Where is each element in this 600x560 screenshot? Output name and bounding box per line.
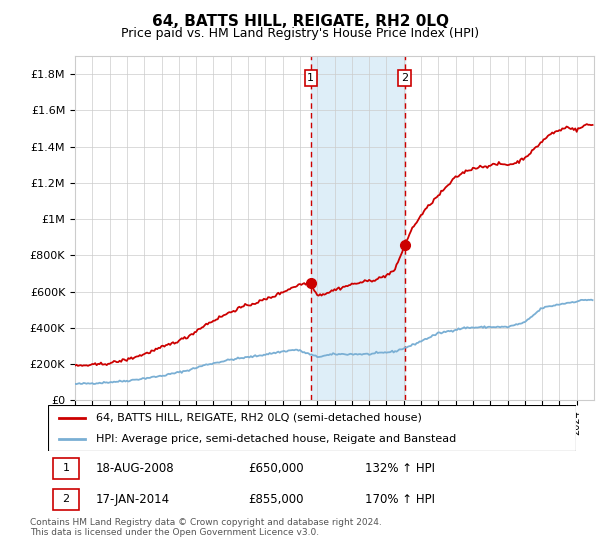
- Text: 2: 2: [401, 73, 408, 83]
- Text: 1: 1: [307, 73, 314, 83]
- Text: 18-AUG-2008: 18-AUG-2008: [95, 462, 174, 475]
- Text: 132% ↑ HPI: 132% ↑ HPI: [365, 462, 435, 475]
- Text: HPI: Average price, semi-detached house, Reigate and Banstead: HPI: Average price, semi-detached house,…: [95, 435, 456, 444]
- Text: 17-JAN-2014: 17-JAN-2014: [95, 493, 170, 506]
- Text: £855,000: £855,000: [248, 493, 304, 506]
- Text: Contains HM Land Registry data © Crown copyright and database right 2024.
This d: Contains HM Land Registry data © Crown c…: [30, 518, 382, 538]
- Text: 64, BATTS HILL, REIGATE, RH2 0LQ (semi-detached house): 64, BATTS HILL, REIGATE, RH2 0LQ (semi-d…: [95, 413, 421, 423]
- Text: Price paid vs. HM Land Registry's House Price Index (HPI): Price paid vs. HM Land Registry's House …: [121, 27, 479, 40]
- Text: 170% ↑ HPI: 170% ↑ HPI: [365, 493, 435, 506]
- Text: 1: 1: [62, 463, 70, 473]
- FancyBboxPatch shape: [53, 458, 79, 479]
- Text: £650,000: £650,000: [248, 462, 304, 475]
- Bar: [311, 56, 404, 400]
- Text: 64, BATTS HILL, REIGATE, RH2 0LQ: 64, BATTS HILL, REIGATE, RH2 0LQ: [151, 14, 449, 29]
- Text: 2: 2: [62, 494, 70, 505]
- FancyBboxPatch shape: [53, 489, 79, 510]
